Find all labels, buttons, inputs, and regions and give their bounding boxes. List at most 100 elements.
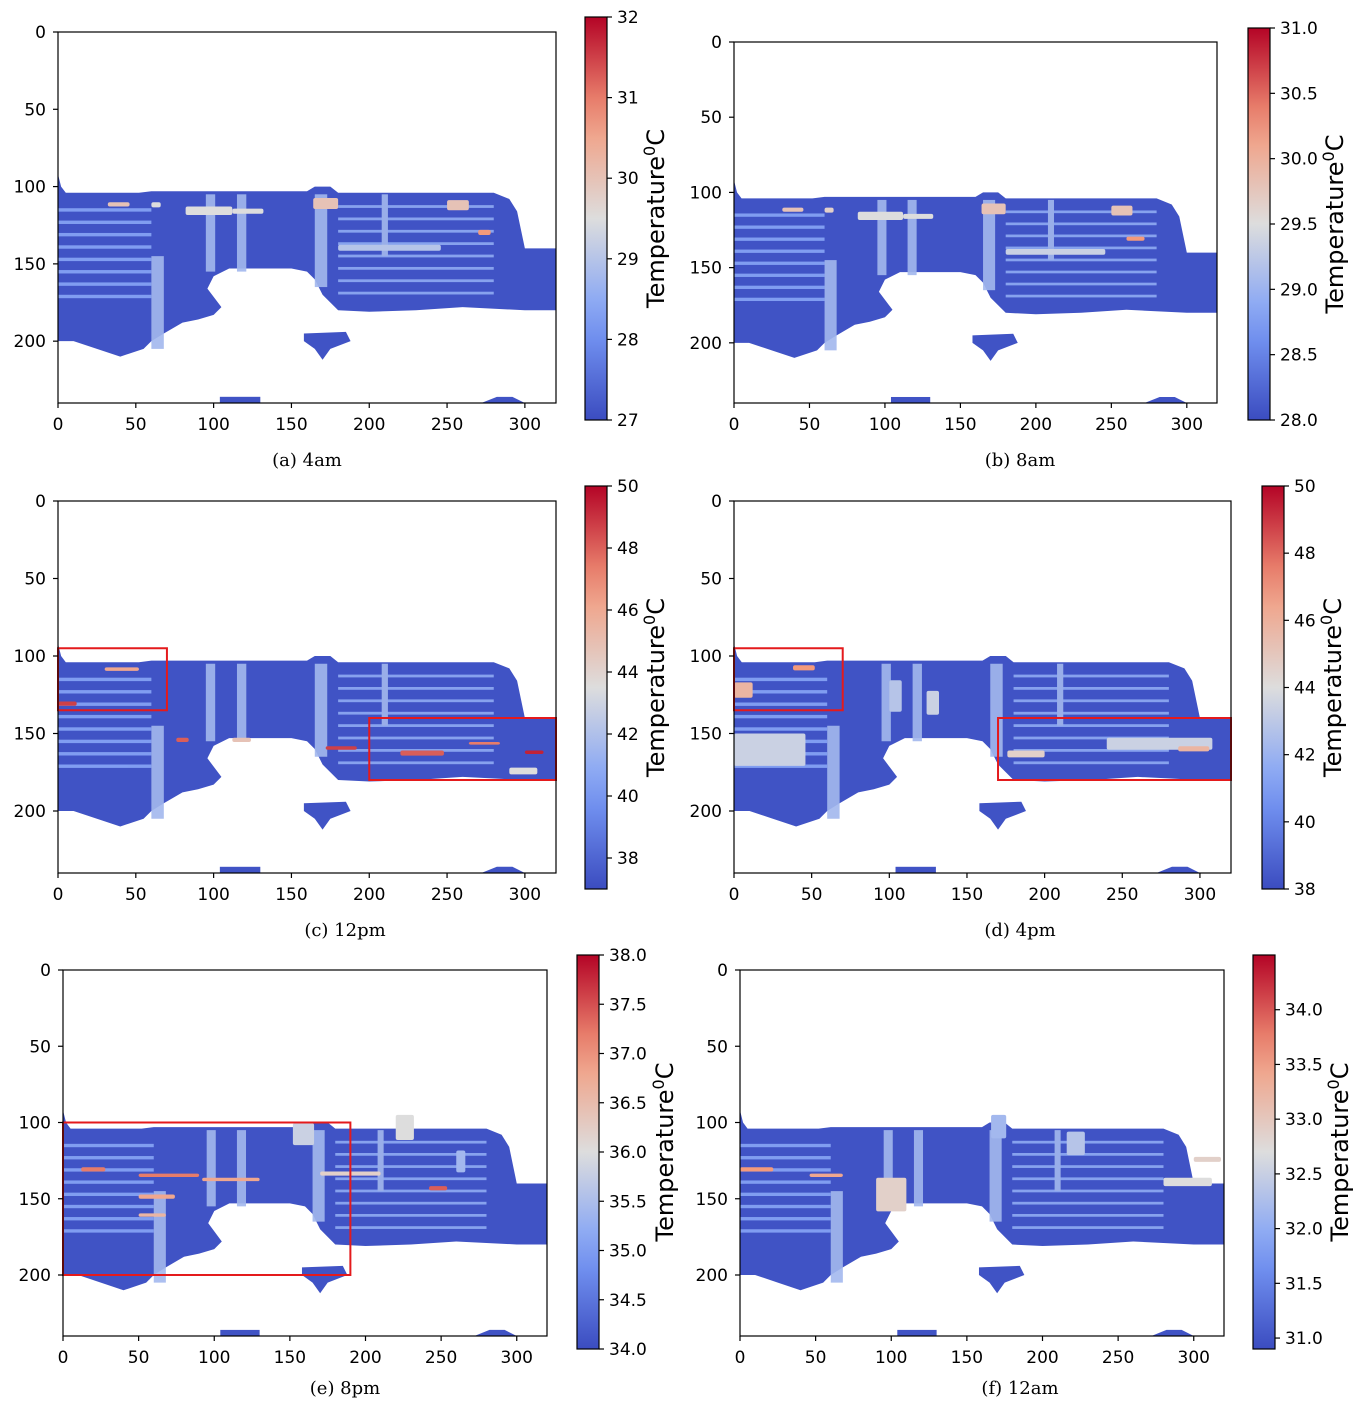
x-tick-label: 300 xyxy=(509,415,541,435)
roof-stripe xyxy=(1013,736,1169,740)
roof-stripe xyxy=(734,714,828,719)
hotspot xyxy=(734,733,806,766)
hotspot xyxy=(151,202,161,208)
x-tick-label: 300 xyxy=(501,1348,533,1368)
hotspot xyxy=(782,207,804,212)
roof-stripe xyxy=(63,1180,154,1184)
roof-stripe xyxy=(1005,234,1157,238)
hotspot xyxy=(509,767,538,775)
roof-column xyxy=(881,663,891,742)
roof-stripe xyxy=(338,699,494,703)
roof-column xyxy=(830,1191,843,1283)
roof-stripe xyxy=(58,232,152,237)
roof-stripe xyxy=(58,677,152,682)
hotspot xyxy=(478,229,491,235)
x-tick-label: 250 xyxy=(1095,415,1127,435)
colorbar-tick-label: 38.0 xyxy=(609,946,647,966)
roof-stripe xyxy=(1005,294,1157,298)
x-tick-label: 200 xyxy=(1026,1348,1058,1368)
roof-stripe xyxy=(1005,270,1157,274)
roof-stripe xyxy=(58,245,152,249)
roof-stripe xyxy=(740,1156,831,1160)
roof-stripe xyxy=(338,711,494,715)
roof-column xyxy=(205,194,216,272)
colorbar-tick-label: 34.0 xyxy=(609,1340,647,1360)
roof-column xyxy=(990,663,1003,757)
roof-stripe xyxy=(338,761,494,765)
patch-center xyxy=(301,1265,348,1294)
roof-stripe xyxy=(335,1189,487,1193)
building-footprint xyxy=(740,1110,1224,1291)
roof-stripe xyxy=(734,273,825,277)
patch-bottom-right xyxy=(481,396,525,403)
roof-stripe xyxy=(338,749,494,752)
roof-stripe xyxy=(1012,1165,1164,1168)
x-tick-label: 300 xyxy=(1178,1348,1210,1368)
x-tick-label: 0 xyxy=(53,415,64,435)
x-tick-label: 0 xyxy=(729,415,740,435)
x-tick-label: 200 xyxy=(349,1348,381,1368)
roof-stripe xyxy=(58,208,152,212)
y-tick-label: 50 xyxy=(700,570,722,590)
roof-stripe xyxy=(58,282,152,286)
colorbar-tick-label: 40 xyxy=(617,787,639,807)
colorbar xyxy=(1252,954,1276,1350)
roof-stripe xyxy=(1013,674,1169,678)
colorbar-tick-label: 50 xyxy=(1294,477,1316,497)
patch-bottom-left xyxy=(897,1329,937,1336)
caption-c: (c) 12pm xyxy=(304,920,386,941)
y-tick-label: 50 xyxy=(706,1037,728,1057)
colorbar-tick-label: 44 xyxy=(617,663,639,683)
y-tick-label: 0 xyxy=(40,961,51,981)
roof-stripe xyxy=(58,702,152,706)
roof-column xyxy=(312,1130,325,1222)
x-tick-label: 0 xyxy=(735,1348,746,1368)
roof-stripe xyxy=(335,1214,487,1217)
roof-stripe xyxy=(58,220,152,224)
hotspot xyxy=(1193,1156,1221,1162)
roof-stripe xyxy=(734,727,828,731)
colorbar-tick-label: 48 xyxy=(617,539,639,559)
roof-stripe xyxy=(740,1204,831,1209)
colorbar xyxy=(584,485,608,890)
y-tick-label: 100 xyxy=(14,178,46,198)
hotspot xyxy=(926,690,940,715)
roof-stripe xyxy=(58,257,152,262)
colorbar-tick-label: 36.5 xyxy=(609,1094,647,1114)
x-tick-label: 0 xyxy=(58,1348,69,1368)
y-tick-label: 150 xyxy=(14,255,46,275)
roof-column xyxy=(827,725,840,819)
roof-stripe xyxy=(740,1143,831,1148)
axes-frame xyxy=(733,41,1218,404)
roof-stripe xyxy=(338,254,494,258)
hotspot xyxy=(104,667,139,671)
colorbar-tick-label: 28 xyxy=(617,330,639,350)
roof-stripe xyxy=(338,217,494,221)
patch-center xyxy=(972,333,1018,361)
hotspot xyxy=(1005,249,1106,255)
colorbar-tick-label: 38 xyxy=(1294,880,1316,900)
roof-stripe xyxy=(734,285,825,289)
y-tick-label: 0 xyxy=(711,492,722,512)
colorbar-tick-label: 35.0 xyxy=(609,1242,647,1262)
hotspot xyxy=(740,1167,774,1172)
roof-stripe xyxy=(1013,761,1169,765)
x-tick-label: 50 xyxy=(128,1348,150,1368)
hotspot xyxy=(81,1167,106,1172)
patch-center xyxy=(303,331,351,360)
axes-frame xyxy=(57,500,557,874)
patch-bottom-right xyxy=(481,866,525,873)
roof-stripe xyxy=(734,237,825,241)
x-tick-label: 300 xyxy=(1184,885,1216,905)
hotspot xyxy=(876,1177,907,1212)
roof-column xyxy=(907,199,917,276)
colorbar-tick-label: 34.0 xyxy=(1285,1001,1323,1021)
y-tick-label: 100 xyxy=(19,1114,51,1134)
roof-stripe xyxy=(338,291,494,295)
hotspot xyxy=(1126,236,1145,241)
roof-stripe xyxy=(63,1204,154,1209)
colorbar-tick-label: 50 xyxy=(617,477,639,497)
y-tick-label: 100 xyxy=(14,647,46,667)
hotspot xyxy=(292,1123,315,1146)
roof-stripe xyxy=(63,1168,154,1172)
